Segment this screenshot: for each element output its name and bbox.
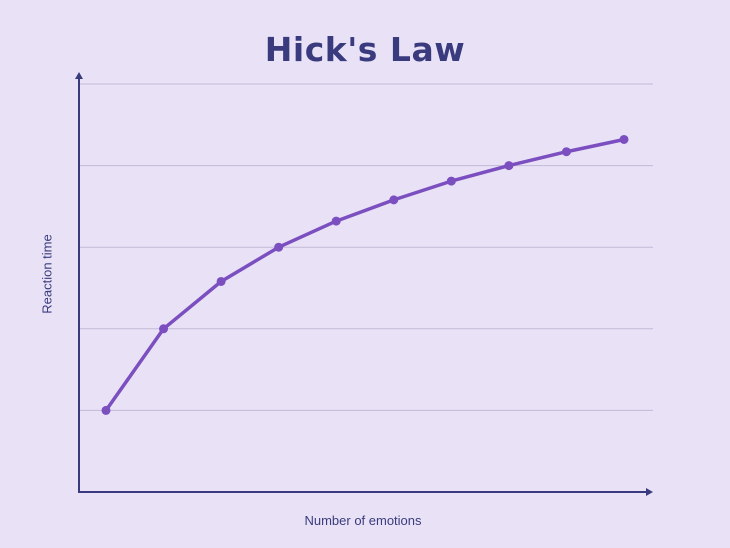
y-axis-arrow-icon: [75, 72, 83, 79]
data-point: [446, 176, 456, 186]
data-point: [159, 324, 169, 334]
chart-title: Hick's Law: [264, 30, 466, 69]
x-axis-label: Number of emotions: [304, 513, 422, 528]
data-point: [101, 405, 111, 415]
series-line: [104, 137, 626, 413]
x-axis-arrow-icon: [646, 488, 653, 496]
data-point: [561, 147, 571, 157]
data-point: [216, 276, 226, 286]
data-point: [331, 216, 341, 226]
data-point: [274, 242, 284, 252]
data-point: [504, 161, 514, 171]
data-point: [619, 134, 629, 144]
y-axis-label: Reaction time: [39, 234, 55, 314]
data-point: [389, 195, 399, 205]
